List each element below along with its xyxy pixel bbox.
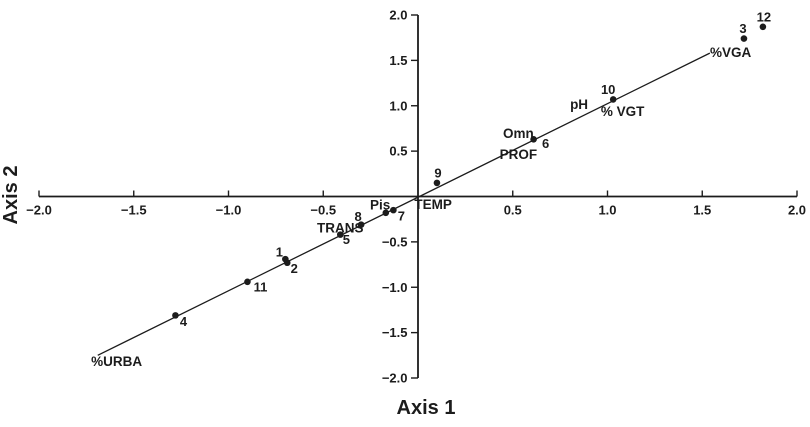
x-tick-label: 0.5	[504, 203, 522, 218]
x-tick-label: −0.5	[310, 203, 336, 218]
y-tick-label: −1.0	[382, 280, 408, 295]
site-point	[337, 231, 344, 238]
variable-label: Omn	[503, 126, 534, 141]
site-point	[609, 96, 617, 103]
chart-layer: −2.0 −1.5 −1.0 −0.5 0.5 1.0 1.5 2.0 2.0 1.5 1.0 0.5…	[26, 8, 806, 386]
site-point	[759, 23, 767, 31]
y-tick-label: −2.0	[382, 371, 408, 386]
site-point	[244, 278, 251, 286]
site-label: 10	[601, 82, 615, 97]
x-tick-label: −2.0	[26, 203, 52, 218]
site-label: 4	[180, 314, 188, 329]
site-point	[433, 179, 441, 187]
y-tick-label: 0.5	[389, 144, 407, 159]
site-label: 1	[276, 245, 283, 260]
variable-label: TEMP	[414, 197, 452, 212]
variable-label: PROF	[500, 147, 538, 162]
site-label: 2	[291, 261, 298, 276]
site-point	[283, 259, 291, 267]
site-label: 3	[739, 21, 746, 36]
site-point	[390, 206, 397, 214]
y-tick-label: 2.0	[389, 8, 407, 23]
x-tick-label: 2.0	[788, 203, 806, 218]
y-axis-title: Axis 2	[0, 166, 22, 225]
site-label: 12	[757, 9, 771, 24]
y-tick-label: −1.5	[382, 325, 408, 340]
site-label: 9	[434, 165, 441, 180]
variable-label: TRANS	[317, 220, 364, 235]
y-tick-label: 1.0	[389, 98, 407, 113]
site-label: 6	[542, 136, 549, 151]
site-point	[357, 221, 365, 228]
site-point	[172, 312, 179, 319]
x-tick-label: 1.0	[598, 203, 616, 218]
y-tick-label: 1.5	[389, 53, 407, 68]
variable-label: %URBA	[91, 354, 142, 369]
site-label: 8	[355, 209, 362, 224]
x-tick-label: −1.0	[216, 203, 242, 218]
y-tick-label: −0.5	[382, 234, 408, 249]
variable-label: pH	[570, 97, 588, 112]
gradient-line	[97, 52, 711, 356]
site-point	[530, 136, 537, 143]
variable-label: % VGT	[601, 104, 645, 119]
variable-label: Pis	[370, 198, 390, 213]
site-label: 7	[398, 209, 405, 224]
x-tick-label: −1.5	[121, 203, 147, 218]
x-axis-title: Axis 1	[397, 397, 456, 419]
variable-point	[382, 209, 390, 217]
site-label: 5	[343, 232, 350, 247]
site-point	[740, 35, 748, 42]
variable-label: %VGA	[710, 45, 752, 60]
site-label: 11	[254, 279, 268, 294]
x-tick-label: 1.5	[693, 203, 711, 218]
